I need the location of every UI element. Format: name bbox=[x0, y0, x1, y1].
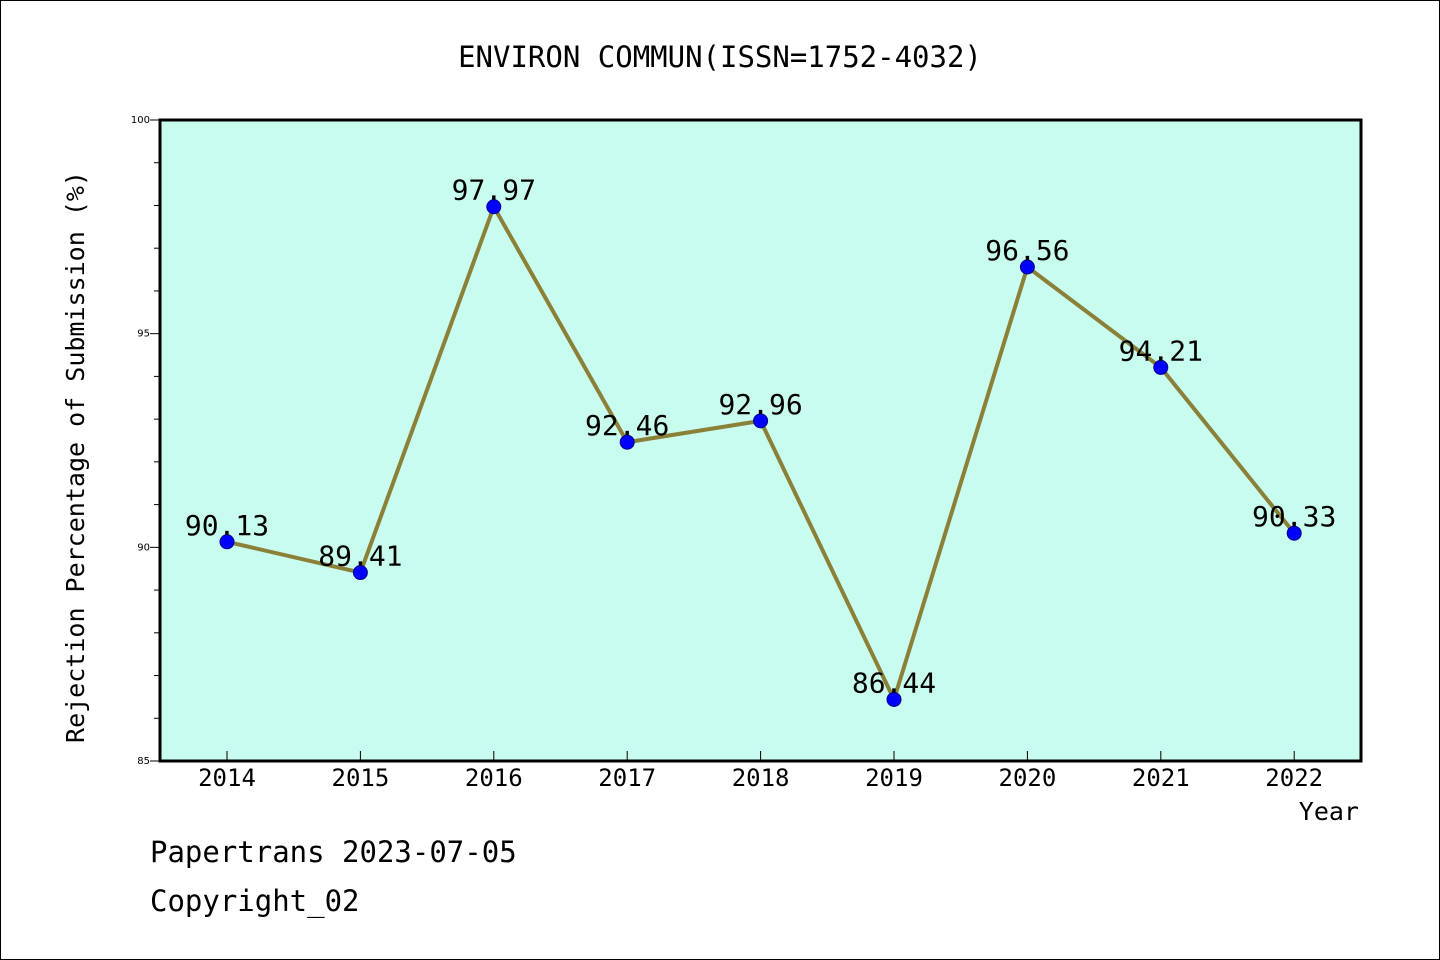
chart-title: ENVIRON COMMUN(ISSN=1752-4032) bbox=[458, 40, 982, 74]
x-tick-label: 2017 bbox=[598, 764, 656, 792]
y-tick-label: 100 bbox=[131, 115, 150, 126]
series-line-group bbox=[219, 199, 1302, 707]
x-tick-label: 2018 bbox=[732, 764, 790, 792]
x-tick-label: 2020 bbox=[999, 764, 1057, 792]
data-point bbox=[886, 691, 902, 707]
x-tick-label: 2016 bbox=[465, 764, 523, 792]
data-point bbox=[753, 413, 769, 429]
x-tick-label: 2015 bbox=[332, 764, 390, 792]
data-point bbox=[352, 565, 368, 581]
data-label: 90.33 bbox=[1252, 500, 1336, 533]
x-tick-label: 2022 bbox=[1265, 764, 1323, 792]
data-label: 97.97 bbox=[452, 174, 536, 207]
data-label: 96.56 bbox=[985, 234, 1069, 267]
data-point bbox=[1286, 525, 1302, 541]
y-axis-label: Rejection Percentage of Submission (%) bbox=[61, 171, 90, 743]
data-point bbox=[486, 199, 502, 215]
plot-area bbox=[158, 118, 1363, 763]
data-label: 92.46 bbox=[585, 409, 669, 442]
y-axis: 85 90 95 100 bbox=[131, 115, 160, 767]
footer-date-line: Papertrans 2023-07-05 bbox=[150, 835, 517, 869]
data-label: 89.41 bbox=[318, 540, 402, 573]
data-point bbox=[619, 434, 635, 450]
data-label: 90.13 bbox=[185, 509, 269, 542]
x-tick-label: 2014 bbox=[198, 764, 256, 792]
data-point bbox=[219, 534, 235, 550]
y-tick-label: 95 bbox=[137, 329, 150, 340]
x-axis-label: Year bbox=[1299, 797, 1359, 826]
data-point bbox=[1019, 259, 1035, 275]
x-tick-label: 2019 bbox=[865, 764, 923, 792]
data-label: 92.96 bbox=[718, 388, 802, 421]
footer-copyright-line: Copyright_02 bbox=[150, 884, 360, 918]
y-tick-label: 85 bbox=[137, 756, 150, 767]
data-point bbox=[1153, 359, 1169, 375]
data-label: 86.44 bbox=[852, 666, 936, 699]
data-labels: 90.13 89.41 97.97 92.46 92.96 86.44 96.56 94.21… bbox=[185, 174, 1336, 700]
y-tick-label: 90 bbox=[137, 542, 150, 553]
data-label: 94.21 bbox=[1119, 334, 1203, 367]
x-tick-label: 2021 bbox=[1132, 764, 1190, 792]
x-axis: 2014 2015 2016 2017 2018 2019 2020 2021 2022 bbox=[198, 751, 1323, 792]
